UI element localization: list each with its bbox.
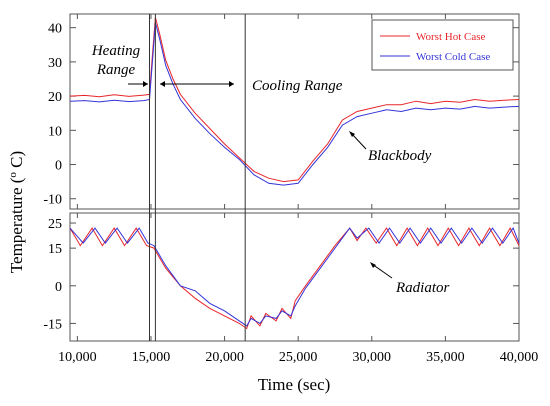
- bottom-y-tick-label: -15: [43, 317, 62, 332]
- top-y-ticks: -10 0 10 20 30 40: [43, 14, 520, 209]
- top-y-tick-label: 30: [48, 56, 62, 71]
- radiator-arrow: [371, 263, 393, 279]
- range-marker-lines: [148, 14, 246, 341]
- bottom-y-tick-label: 25: [48, 217, 62, 232]
- bottom-plot-frame: [69, 212, 520, 342]
- x-tick-label: 35,000: [426, 350, 465, 365]
- top-plot-frame: [69, 13, 520, 210]
- top-y-tick-label: 0: [55, 159, 62, 174]
- top-series-hot-line: [69, 17, 520, 183]
- legend: Worst Hot Case Worst Cold Case: [371, 19, 514, 71]
- blackbody-arrowhead: [349, 131, 355, 137]
- y-axis-label: Temperature (o C): [7, 151, 26, 273]
- top-series: [69, 17, 520, 186]
- bottom-series: [69, 227, 520, 330]
- cooling-range-label: Cooling Range: [252, 78, 343, 94]
- legend-box: [371, 19, 514, 71]
- heating-range-label-line2: Range: [96, 62, 136, 78]
- top-y-tick-label: -10: [43, 193, 62, 208]
- legend-hot-label: Worst Hot Case: [416, 31, 486, 43]
- bottom-panel: -15 0 15 25 10,000 15,000 20,000 25,000 30,000 3…: [43, 212, 538, 365]
- heating-arrowhead: [143, 81, 148, 87]
- heating-range-label-line1: Heating: [91, 43, 141, 59]
- cooling-arrowhead-left: [160, 81, 165, 87]
- blackbody-arrow: [350, 132, 367, 150]
- bottom-series-hot-line: [69, 227, 520, 330]
- legend-cold-label: Worst Cold Case: [416, 51, 490, 63]
- blackbody-label: Blackbody: [368, 148, 432, 164]
- bottom-y-tick-label: 15: [48, 242, 62, 257]
- top-panel: -10 0 10 20 30 40: [43, 13, 520, 210]
- x-tick-label: 10,000: [58, 350, 97, 365]
- x-axis-label: Time (sec): [258, 375, 331, 394]
- bottom-y-ticks: -15 0 15 25: [43, 213, 520, 341]
- x-tick-label: 30,000: [353, 350, 392, 365]
- radiator-arrowhead: [370, 262, 376, 268]
- x-tick-label: 40,000: [500, 350, 539, 365]
- cooling-arrowhead-right: [229, 81, 234, 87]
- x-tick-label: 25,000: [279, 350, 318, 365]
- x-tick-label: 15,000: [132, 350, 171, 365]
- bottom-series-cold-line: [69, 227, 520, 327]
- x-tick-label: 20,000: [205, 350, 244, 365]
- radiator-label: Radiator: [395, 280, 449, 296]
- bottom-y-tick-label: 0: [55, 280, 62, 295]
- top-series-cold-line: [69, 22, 520, 186]
- top-y-tick-label: 40: [48, 22, 62, 37]
- top-y-tick-label: 10: [48, 124, 62, 139]
- top-y-tick-label: 20: [48, 90, 62, 105]
- x-ticks: 10,000 15,000 20,000 25,000 30,000 35,000 40,0…: [58, 350, 538, 365]
